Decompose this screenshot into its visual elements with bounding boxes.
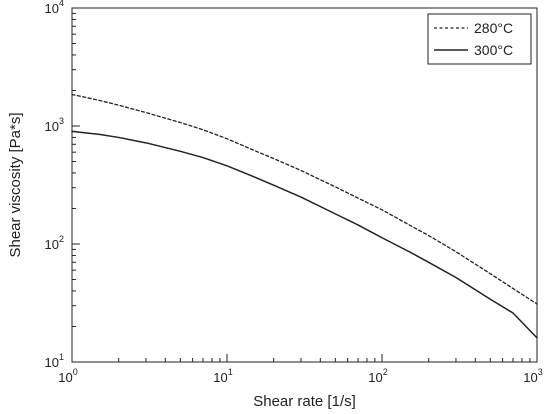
y-tick-label: 103 [45,116,64,134]
y-tick-label: 102 [45,234,64,252]
y-axis-title: Shear viscosity [Pa*s] [7,112,24,257]
x-tick-label: 101 [213,367,232,385]
x-tick-label: 100 [58,367,77,385]
series-line-1 [71,130,538,339]
legend: 280°C 300°C [427,13,532,65]
y-tick-label: 104 [45,0,64,16]
legend-box [427,13,532,65]
series-line-0 [71,93,538,305]
x-axis-title: Shear rate [1/s] [253,393,356,410]
x-tick-label: 103 [523,367,542,385]
legend-label-300: 300°C [474,42,513,58]
plot-frame [71,7,538,363]
x-tick-label: 102 [368,367,387,385]
legend-label-280: 280°C [474,20,513,36]
series-layer [71,93,538,339]
y-tick-label: 101 [45,352,64,370]
